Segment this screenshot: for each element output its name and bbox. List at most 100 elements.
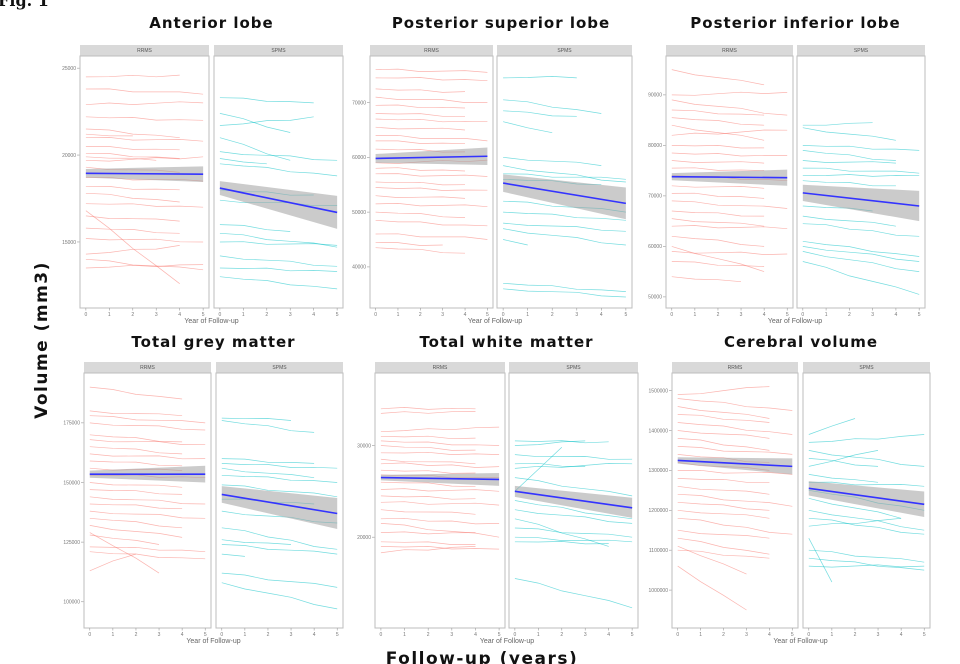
confidence-band [380, 472, 500, 486]
panel-1: Posterior superior lobe 40000 50000 60000 70… [352, 14, 633, 325]
subject-trajectory-rrms [671, 160, 765, 164]
x-tick-label: 4 [768, 632, 771, 638]
subject-trajectory-rrms [677, 565, 747, 611]
subject-trajectory-rrms [677, 406, 770, 419]
y-tick-label: 150000 [63, 480, 80, 486]
subject-trajectory-spms [221, 467, 315, 479]
subject-trajectory-spms [808, 564, 925, 568]
subject-trajectory-rrms [677, 469, 793, 475]
x-tick-label: 4 [178, 312, 181, 318]
subject-trajectory-rrms [671, 167, 765, 171]
subject-trajectory-rrms [89, 460, 183, 467]
subject-trajectory-rrms [375, 140, 466, 145]
subject-trajectory-rrms [85, 264, 204, 269]
regression-line [375, 155, 488, 160]
subject-trajectory-rrms [380, 541, 476, 545]
x-tick-label: 2 [560, 632, 563, 638]
subject-trajectory-rrms [671, 185, 765, 189]
subject-trajectory-spms [221, 458, 315, 464]
x-tick-label: 1 [825, 312, 828, 318]
x-tick-label: 0 [88, 632, 91, 638]
subject-trajectory-spms [503, 222, 626, 232]
facet-strip-label: SPMS [271, 48, 286, 54]
confidence-band [503, 174, 626, 220]
x-tick-label: 3 [155, 312, 158, 318]
subject-trajectory-rrms [380, 451, 500, 455]
subject-trajectory-rrms [85, 156, 157, 161]
panel-title: Cerebral volume [724, 333, 878, 351]
subject-trajectory-spms [503, 228, 626, 246]
subject-trajectory-rrms [375, 233, 488, 240]
subject-trajectory-spms [219, 137, 291, 161]
subject-trajectory-rrms [671, 109, 765, 116]
panel-x-label: Year of Follow-up [184, 318, 238, 325]
subject-trajectory-spms [219, 276, 338, 290]
x-tick-label: 2 [265, 312, 268, 318]
subject-trajectory-rrms [380, 501, 500, 506]
x-tick-label: 5 [336, 312, 339, 318]
x-tick-label: 2 [722, 632, 725, 638]
x-tick-label: 0 [670, 312, 673, 318]
confidence-band [802, 184, 920, 222]
plot-area [213, 55, 344, 309]
x-tick-label: 0 [374, 312, 377, 318]
y-tick-label: 60000 [648, 244, 662, 250]
subject-trajectory-rrms [89, 489, 183, 495]
subject-trajectory-spms [808, 497, 902, 519]
x-tick-label: 2 [551, 312, 554, 318]
y-tick-label: 1000000 [649, 588, 669, 594]
panel-x-label: Year of Follow-up [768, 318, 822, 325]
confidence-band [808, 481, 925, 518]
x-tick-label: 0 [801, 312, 804, 318]
plot-area [374, 372, 506, 629]
subject-trajectory-spms [808, 481, 925, 487]
confidence-band [219, 181, 338, 229]
facet-rrms: RRMS 0 1 2 3 4 5 [374, 362, 506, 638]
subject-trajectory-rrms [89, 434, 183, 443]
subject-trajectory-rrms [85, 137, 204, 142]
facet-strip [84, 362, 211, 373]
subject-trajectory-spms [503, 211, 626, 221]
x-tick-label: 0 [380, 632, 383, 638]
subject-trajectory-spms [221, 527, 338, 550]
subject-trajectory-spms [514, 509, 633, 524]
subject-trajectory-rrms [380, 469, 476, 474]
regression-line [503, 182, 626, 205]
x-tick-label: 4 [900, 632, 903, 638]
subject-trajectory-spms [221, 463, 338, 469]
subject-trajectory-spms [808, 474, 879, 483]
subject-trajectory-rrms [89, 532, 160, 574]
facet-strip-label: SPMS [566, 365, 581, 371]
subject-trajectory-rrms [380, 445, 476, 451]
subject-trajectory-rrms [671, 218, 765, 227]
x-tick-label: 4 [181, 632, 184, 638]
panel-title: Anterior lobe [149, 14, 273, 32]
subject-trajectory-spms [808, 458, 879, 467]
facet-spms: SPMS 0 1 2 3 4 5 [796, 45, 926, 318]
y-tick-label: 1100000 [649, 548, 668, 554]
subject-trajectory-rrms [375, 181, 466, 186]
subject-trajectory-spms [503, 110, 577, 117]
subject-trajectory-rrms [671, 192, 765, 199]
x-tick-label: 5 [631, 632, 634, 638]
panel-title: Posterior inferior lobe [690, 14, 900, 32]
subject-trajectory-rrms [671, 129, 788, 136]
confidence-band [221, 486, 338, 530]
panel-x-label: Year of Follow-up [468, 318, 522, 325]
facet-rrms: RRMS 0 1 2 3 4 5 [83, 362, 212, 638]
subject-trajectory-spms [219, 151, 338, 161]
subject-trajectory-spms [503, 173, 626, 180]
subject-trajectory-spms [802, 145, 920, 151]
x-tick-label: 4 [464, 312, 467, 318]
panel-title: Total grey matter [131, 333, 295, 351]
subject-trajectory-rrms [89, 439, 206, 445]
subject-trajectory-rrms [89, 446, 183, 455]
subject-trajectory-spms [503, 165, 626, 183]
facet-spms: SPMS 0 1 2 3 4 5 [213, 45, 344, 318]
regression-line [380, 476, 500, 481]
subject-trajectory-spms [802, 215, 896, 227]
subject-trajectory-rrms [671, 69, 765, 86]
x-tick-label: 4 [763, 312, 766, 318]
